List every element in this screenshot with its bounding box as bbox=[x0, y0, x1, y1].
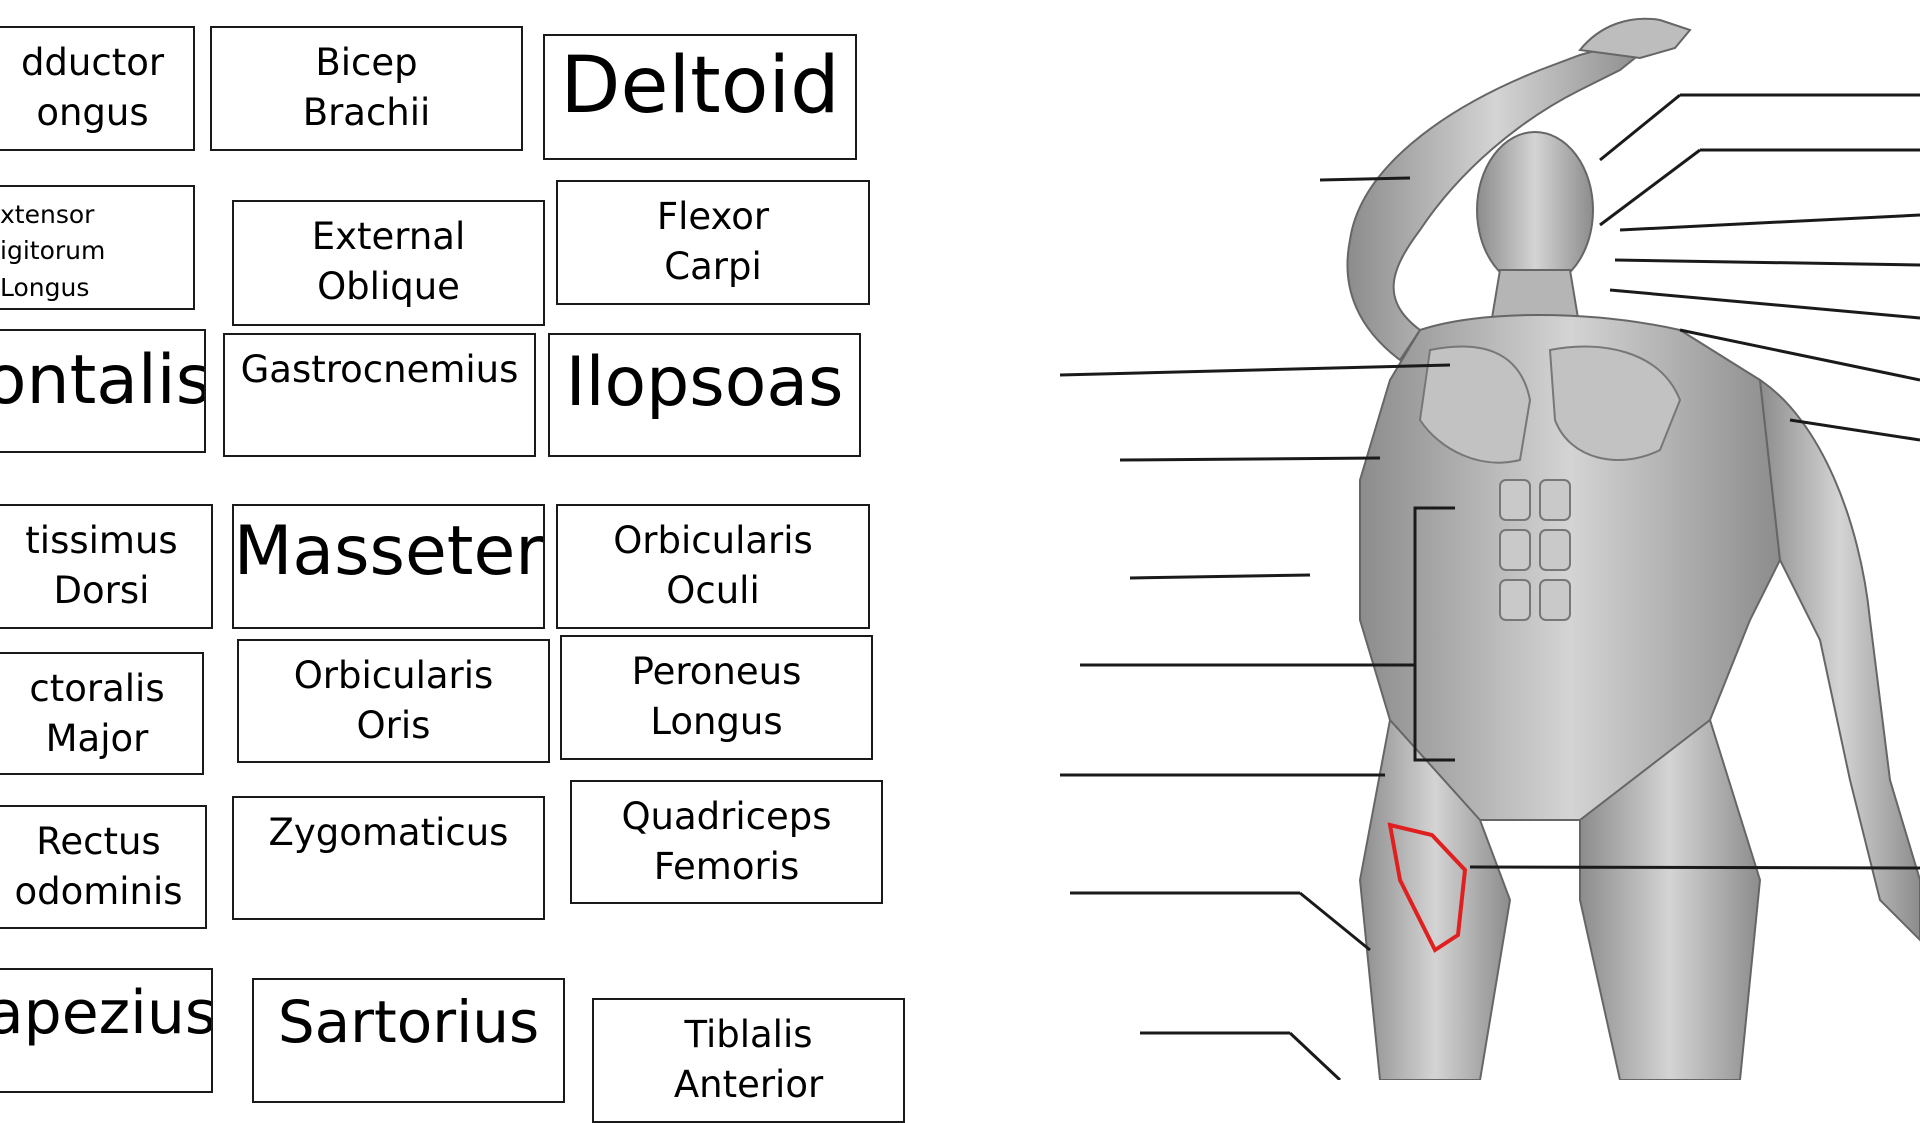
card-text: xtensor bbox=[0, 200, 95, 229]
pectoral-right bbox=[1548, 345, 1682, 461]
card-text: Anterior bbox=[673, 1062, 824, 1106]
highlighted-muscle-outline bbox=[1387, 822, 1468, 953]
card-text: Orbicularis bbox=[293, 654, 494, 697]
card-text: Longus bbox=[650, 699, 783, 743]
raised-arm bbox=[1346, 43, 1648, 362]
label-card-bicep[interactable]: Bicep Brachii bbox=[210, 26, 523, 151]
card-text: Femoris bbox=[653, 844, 800, 888]
card-text: Oculi bbox=[666, 568, 760, 612]
label-card-sartorius[interactable]: Sartorius bbox=[252, 978, 565, 1103]
card-text: apezius bbox=[0, 978, 213, 1048]
label-card-gastrocnemius[interactable]: Gastrocnemius bbox=[223, 333, 536, 457]
label-card-tibialis[interactable]: Tiblalis Anterior bbox=[592, 998, 905, 1123]
card-text: tissimus bbox=[25, 519, 178, 562]
card-text: Major bbox=[45, 716, 149, 760]
label-card-orbicularis-oculi[interactable]: Orbicularis Oculi bbox=[556, 504, 870, 629]
label-card-orbicularis-oris[interactable]: Orbicularis Oris bbox=[237, 639, 550, 763]
abdominal-bracket bbox=[1413, 506, 1455, 762]
hanging-arm bbox=[1758, 377, 1920, 942]
label-card-external-oblique[interactable]: External Oblique bbox=[232, 200, 545, 326]
card-text: Peroneus bbox=[631, 650, 802, 693]
label-card-iliopsoas[interactable]: Ilopsoas bbox=[548, 333, 861, 457]
pectoral-left bbox=[1418, 345, 1532, 464]
card-text: Ilopsoas bbox=[565, 343, 844, 422]
muscle-figure bbox=[1040, 0, 1920, 1082]
label-card-rectus[interactable]: Rectus odominis bbox=[0, 805, 207, 929]
card-text: Bicep bbox=[315, 41, 418, 84]
card-text: Oris bbox=[356, 703, 431, 747]
label-card-quadriceps[interactable]: Quadriceps Femoris bbox=[570, 780, 883, 904]
card-text: ongus bbox=[36, 90, 149, 134]
card-text: ontalis bbox=[0, 341, 206, 420]
card-text: Oblique bbox=[317, 264, 460, 308]
card-text: Zygomaticus bbox=[268, 811, 509, 854]
label-card-masseter[interactable]: Masseter bbox=[232, 504, 545, 629]
card-text: Masseter bbox=[233, 512, 544, 591]
card-text: Carpi bbox=[664, 244, 762, 288]
label-card-latissimus[interactable]: tissimus Dorsi bbox=[0, 504, 213, 629]
card-text: Orbicularis bbox=[613, 519, 813, 562]
leader-lines bbox=[1040, 93, 1920, 1082]
card-text: Dorsi bbox=[53, 568, 150, 612]
label-card-adductor[interactable]: dductor ongus bbox=[0, 26, 195, 151]
label-card-frontalis[interactable]: ontalis bbox=[0, 329, 206, 453]
card-text: ctoralis bbox=[29, 667, 165, 710]
card-text: odominis bbox=[14, 869, 183, 913]
card-text: Longus bbox=[0, 272, 90, 302]
card-text: igitorum bbox=[0, 236, 106, 266]
hand bbox=[1578, 17, 1692, 60]
card-text: Flexor bbox=[656, 195, 770, 238]
label-card-trapezius[interactable]: apezius bbox=[0, 968, 213, 1093]
card-text: Sartorius bbox=[277, 988, 540, 1056]
label-card-extensor[interactable]: xtensor igitorum Longus bbox=[0, 185, 195, 310]
label-card-flexor[interactable]: Flexor Carpi bbox=[556, 180, 870, 305]
muscular-system-diagram bbox=[1040, 17, 1920, 1082]
label-card-pectoralis[interactable]: ctoralis Major bbox=[0, 652, 204, 775]
card-text: Brachii bbox=[302, 90, 431, 134]
card-text: Tiblalis bbox=[684, 1013, 813, 1056]
card-text: Deltoid bbox=[560, 41, 840, 131]
card-text: Gastrocnemius bbox=[240, 348, 519, 391]
card-text: External bbox=[311, 215, 466, 258]
abdominals bbox=[1499, 479, 1571, 621]
label-card-peroneus[interactable]: Peroneus Longus bbox=[560, 635, 873, 760]
card-text: dductor bbox=[20, 41, 165, 84]
label-card-deltoid[interactable]: Deltoid bbox=[543, 34, 857, 160]
head bbox=[1476, 131, 1594, 289]
card-text: Rectus bbox=[36, 820, 161, 863]
card-text: Quadriceps bbox=[621, 795, 832, 838]
label-card-zygomaticus[interactable]: Zygomaticus bbox=[232, 796, 545, 920]
